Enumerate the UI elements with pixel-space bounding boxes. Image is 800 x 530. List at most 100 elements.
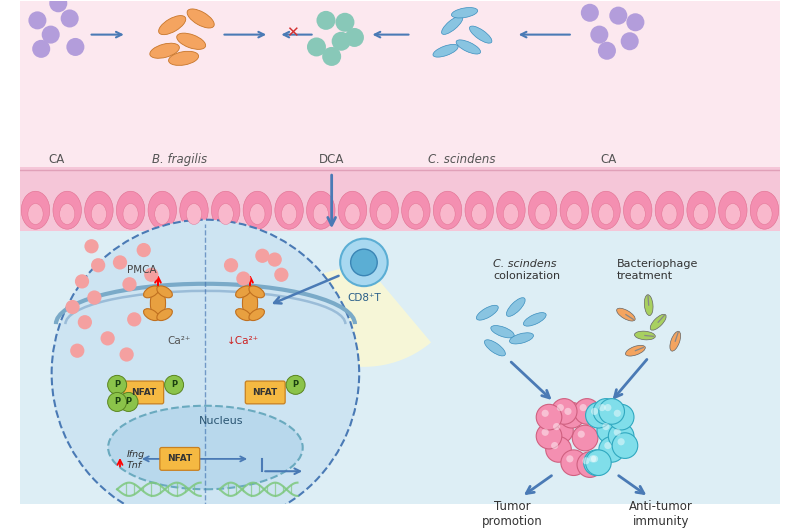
Circle shape	[255, 249, 270, 263]
Circle shape	[591, 408, 598, 415]
Ellipse shape	[644, 295, 653, 315]
Ellipse shape	[85, 191, 113, 229]
Text: P: P	[114, 398, 120, 407]
Ellipse shape	[560, 191, 589, 229]
Circle shape	[604, 442, 611, 449]
Circle shape	[598, 42, 616, 60]
Circle shape	[591, 455, 598, 463]
Ellipse shape	[485, 340, 506, 356]
Circle shape	[559, 402, 585, 428]
Ellipse shape	[535, 204, 550, 224]
Text: P: P	[293, 381, 298, 390]
Circle shape	[122, 277, 137, 292]
Circle shape	[542, 410, 549, 417]
Ellipse shape	[236, 286, 251, 298]
Circle shape	[621, 32, 638, 50]
Circle shape	[66, 300, 80, 314]
Ellipse shape	[154, 204, 170, 224]
Circle shape	[589, 455, 596, 463]
Ellipse shape	[617, 308, 635, 321]
Ellipse shape	[282, 204, 297, 224]
Text: PMCA: PMCA	[126, 265, 156, 275]
Ellipse shape	[249, 286, 265, 298]
Circle shape	[584, 450, 610, 475]
Text: Ifng: Ifng	[126, 449, 145, 458]
Ellipse shape	[506, 298, 525, 316]
Ellipse shape	[177, 33, 206, 49]
Ellipse shape	[718, 191, 747, 229]
Ellipse shape	[211, 191, 240, 229]
Circle shape	[572, 425, 598, 451]
Ellipse shape	[313, 204, 328, 224]
Circle shape	[546, 437, 571, 462]
Circle shape	[340, 238, 388, 286]
Circle shape	[598, 404, 606, 411]
Ellipse shape	[150, 43, 179, 58]
Text: NFAT: NFAT	[253, 388, 278, 397]
Circle shape	[608, 423, 634, 449]
Circle shape	[236, 271, 250, 286]
Ellipse shape	[123, 204, 138, 224]
Ellipse shape	[306, 191, 335, 229]
Bar	[20, 167, 780, 231]
Circle shape	[78, 315, 92, 329]
Circle shape	[590, 25, 608, 43]
Ellipse shape	[655, 191, 684, 229]
Ellipse shape	[150, 287, 166, 320]
Text: C. scindens: C. scindens	[428, 153, 495, 165]
Ellipse shape	[630, 204, 646, 224]
Circle shape	[165, 375, 183, 394]
Wedge shape	[263, 262, 431, 367]
Text: P: P	[171, 381, 177, 390]
Ellipse shape	[157, 308, 172, 321]
Text: P: P	[114, 381, 120, 390]
Circle shape	[108, 392, 126, 411]
Ellipse shape	[402, 191, 430, 229]
Ellipse shape	[408, 204, 423, 224]
Text: NFAT: NFAT	[167, 454, 193, 463]
Text: Bacteriophage: Bacteriophage	[617, 259, 698, 269]
Circle shape	[332, 32, 350, 51]
Ellipse shape	[598, 204, 614, 224]
Circle shape	[75, 275, 89, 288]
Text: Tnf: Tnf	[126, 461, 142, 470]
Ellipse shape	[523, 313, 546, 326]
Circle shape	[582, 457, 590, 464]
Text: C. scindens: C. scindens	[493, 259, 557, 269]
Circle shape	[52, 220, 359, 527]
Circle shape	[581, 4, 599, 22]
Circle shape	[599, 399, 625, 424]
Ellipse shape	[503, 204, 518, 224]
Ellipse shape	[108, 406, 302, 489]
Circle shape	[602, 423, 610, 430]
Circle shape	[574, 399, 600, 424]
Text: colonization: colonization	[493, 271, 560, 281]
Circle shape	[50, 0, 67, 12]
Ellipse shape	[476, 305, 498, 320]
Text: ✕: ✕	[286, 25, 299, 40]
Circle shape	[608, 404, 634, 430]
Circle shape	[599, 437, 625, 462]
Ellipse shape	[662, 204, 677, 224]
Circle shape	[101, 331, 114, 346]
Circle shape	[604, 404, 611, 411]
Circle shape	[84, 239, 98, 253]
Ellipse shape	[338, 191, 366, 229]
Circle shape	[91, 258, 106, 272]
Circle shape	[536, 404, 562, 430]
Ellipse shape	[687, 191, 715, 229]
Ellipse shape	[592, 191, 620, 229]
Circle shape	[87, 290, 102, 305]
Ellipse shape	[497, 191, 525, 229]
Ellipse shape	[465, 191, 494, 229]
Text: Anti-tumor
immunity: Anti-tumor immunity	[629, 500, 693, 528]
Ellipse shape	[345, 204, 360, 224]
Circle shape	[551, 442, 558, 449]
Ellipse shape	[157, 286, 172, 298]
Circle shape	[108, 375, 126, 394]
Circle shape	[127, 312, 142, 326]
Ellipse shape	[148, 191, 177, 229]
Ellipse shape	[143, 308, 159, 321]
Circle shape	[579, 404, 586, 411]
Ellipse shape	[726, 204, 740, 224]
